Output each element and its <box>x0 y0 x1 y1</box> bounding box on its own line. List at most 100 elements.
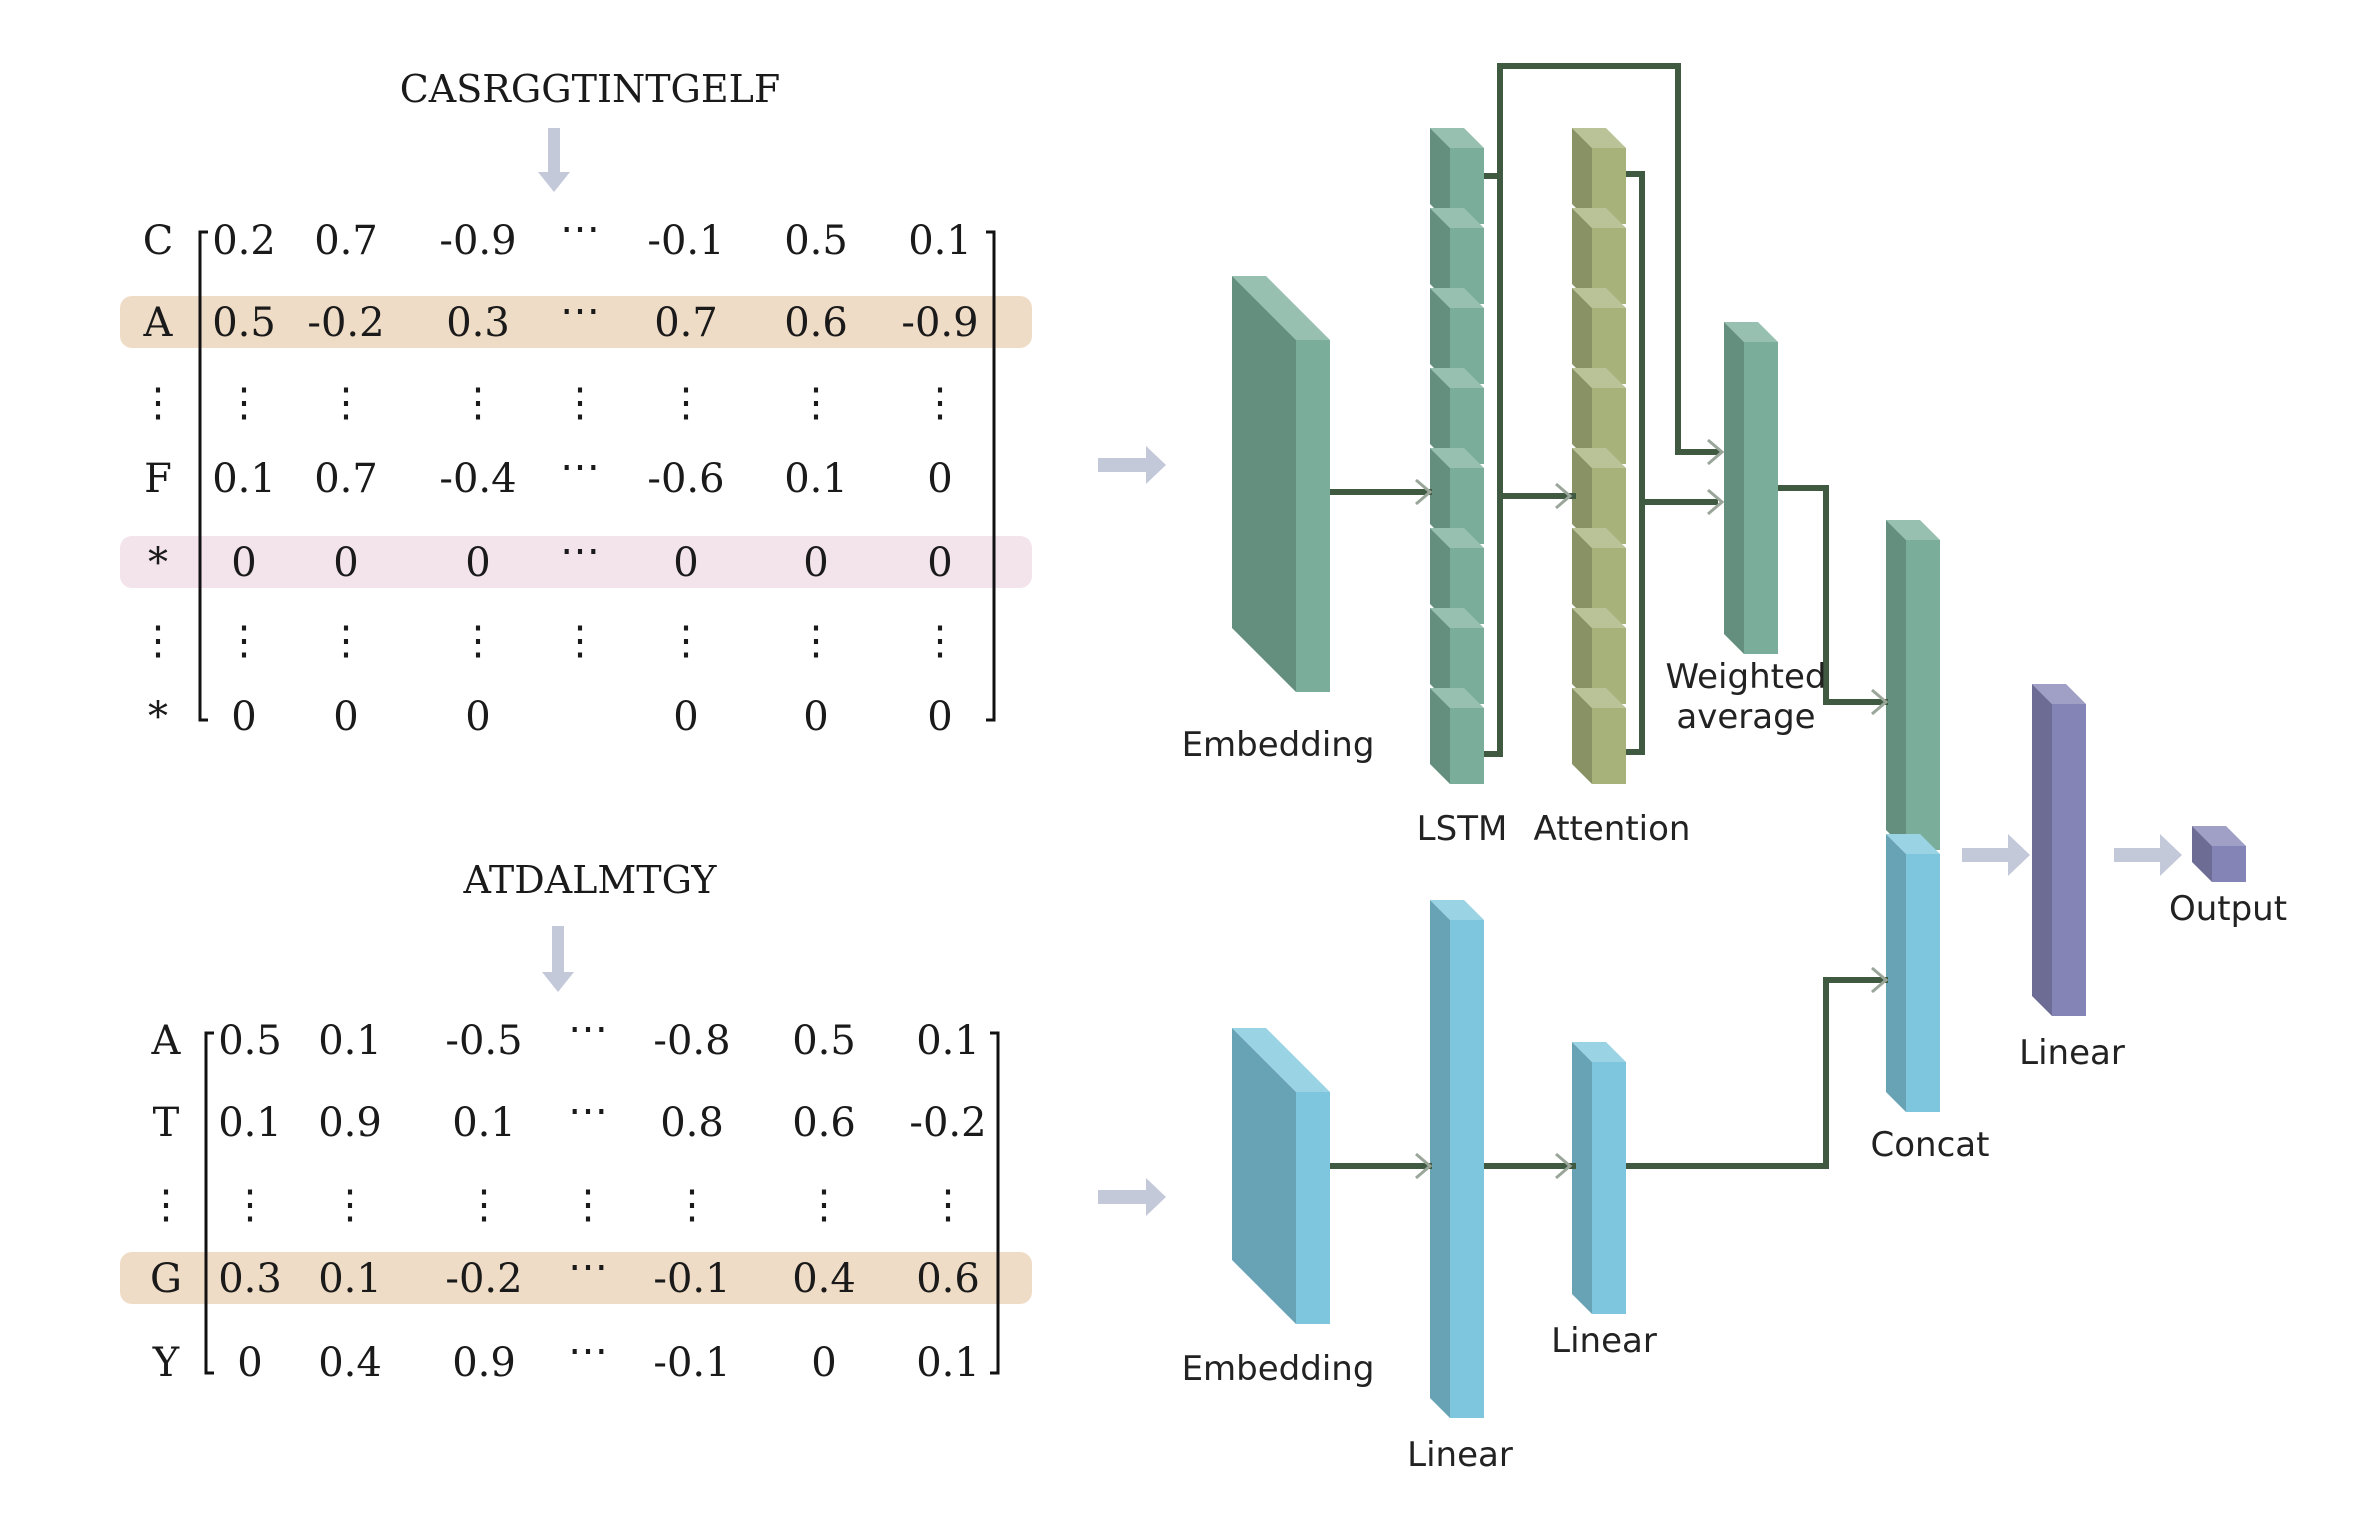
matrix-cell: 0 <box>333 540 358 586</box>
concat-block-top <box>1886 520 1940 850</box>
matrix-cell: 0.6 <box>792 1100 856 1146</box>
matrix-cell: 0.6 <box>916 1256 980 1302</box>
top-matrix-to-embedding-arrow <box>1098 446 1166 484</box>
matrix-cell: ⋯ <box>568 1244 608 1290</box>
row-label: T <box>153 1100 180 1146</box>
wire-bottom-linear-to-concat <box>1626 977 1888 1169</box>
matrix-cell: ⋮ <box>568 1182 608 1228</box>
matrix-cell: ⋮ <box>458 618 498 664</box>
matrix-cell: -0.4 <box>439 456 516 502</box>
matrix-cell: 0.9 <box>452 1340 516 1386</box>
matrix-cell: -0.1 <box>653 1256 730 1302</box>
matrix-cell: ⋮ <box>230 1182 270 1228</box>
row-highlight <box>120 536 1032 588</box>
matrix-cell: ⋮ <box>920 380 960 426</box>
matrix-cell: ⋮ <box>458 380 498 426</box>
matrix-cell: 0 <box>803 540 828 586</box>
row-label: Y <box>152 1340 180 1386</box>
matrix-cell: -0.1 <box>647 218 724 264</box>
bottom-sequence-matrix: ATDALMTGY A 0.5 0.1 -0.5 ⋯ -0.8 0.5 0.1 T 0.1 0.9 0… <box>120 858 1032 1386</box>
top-matrix-left-bracket <box>198 230 208 722</box>
matrix-cell: 0.3 <box>446 300 510 346</box>
row-label: ⋮ <box>146 1182 186 1228</box>
matrix-cell: -0.2 <box>307 300 384 346</box>
lstm-label: LSTM <box>1417 809 1508 849</box>
row-label: C <box>143 218 174 264</box>
matrix-cell: 0.1 <box>452 1100 516 1146</box>
matrix-cell: 0.1 <box>916 1018 980 1064</box>
matrix-cell: 0 <box>465 540 490 586</box>
weighted-average-label-line2: average <box>1676 697 1815 737</box>
matrix-cell: -0.9 <box>901 300 978 346</box>
top-embedding-label: Embedding <box>1182 725 1375 765</box>
matrix-cell: 0.3 <box>218 1256 282 1302</box>
connection-wires <box>1330 63 1888 1169</box>
bottom-matrix-left-bracket <box>204 1031 214 1375</box>
matrix-cell: ⋮ <box>928 1182 968 1228</box>
matrix-cell: 0.1 <box>318 1256 382 1302</box>
matrix-cell: ⋮ <box>796 618 836 664</box>
concat-to-linear-arrow <box>1962 834 2030 876</box>
matrix-cell: 0 <box>673 540 698 586</box>
matrix-cell: 0 <box>803 694 828 740</box>
final-linear-block <box>2032 684 2086 1016</box>
matrix-cell: 0.4 <box>792 1256 856 1302</box>
row-label: G <box>150 1256 182 1302</box>
row-label: * <box>148 694 168 740</box>
matrix-cell: ⋮ <box>330 1182 370 1228</box>
block-labels: Embedding LSTM Attention Weighted averag… <box>1182 657 2287 1475</box>
matrix-cell: 0.5 <box>792 1018 856 1064</box>
matrix-cell: -0.6 <box>647 456 724 502</box>
matrix-cell: 0.5 <box>218 1018 282 1064</box>
linear-to-output-arrow <box>2114 834 2182 876</box>
bottom-embedding-block <box>1232 1028 1330 1324</box>
top-matrix-right-bracket <box>986 230 996 722</box>
row-label: A <box>143 300 174 346</box>
concat-block-bottom <box>1886 834 1940 1112</box>
matrix-cell: ⋯ <box>560 206 600 252</box>
top-down-arrow <box>538 128 570 192</box>
bottom-down-arrow <box>542 926 574 992</box>
matrix-cell: 0.6 <box>784 300 848 346</box>
weighted-average-label-line1: Weighted <box>1666 657 1827 697</box>
matrix-cell: 0.5 <box>784 218 848 264</box>
matrix-cell: ⋮ <box>804 1182 844 1228</box>
matrix-cell: -0.2 <box>445 1256 522 1302</box>
matrix-cell: 0.1 <box>212 456 276 502</box>
bottom-linear1-label: Linear <box>1407 1435 1513 1475</box>
matrix-cell: ⋮ <box>672 1182 712 1228</box>
concat-label: Concat <box>1871 1125 1990 1165</box>
wire-attention-loop <box>1626 171 1645 755</box>
matrix-cell: 0.4 <box>318 1340 382 1386</box>
matrix-cell: ⋯ <box>560 444 600 490</box>
matrix-cell: 0.1 <box>218 1100 282 1146</box>
bottom-linear1-block <box>1430 900 1484 1418</box>
matrix-cell: 0.1 <box>916 1340 980 1386</box>
matrix-cell: 0 <box>237 1340 262 1386</box>
matrix-cell: -0.9 <box>439 218 516 264</box>
matrix-cell: 0.2 <box>212 218 276 264</box>
matrix-cell: 0 <box>927 540 952 586</box>
wire-top-bypass-to-weighted <box>1497 63 1720 455</box>
matrix-cell: ⋯ <box>560 288 600 334</box>
row-label: * <box>148 540 168 586</box>
matrix-cell: 0.5 <box>212 300 276 346</box>
matrix-cell: ⋮ <box>560 380 600 426</box>
wire-weighted-to-concat <box>1778 485 1888 705</box>
matrix-cell: 0.1 <box>908 218 972 264</box>
matrix-cell: 0.7 <box>314 456 378 502</box>
row-highlight <box>120 296 1032 348</box>
matrix-cell: 0 <box>811 1340 836 1386</box>
row-label: F <box>144 456 172 502</box>
matrix-cell: 0.1 <box>784 456 848 502</box>
matrix-cell: 0 <box>231 694 256 740</box>
top-sequence-matrix: CASRGGTINTGELF C 0.2 0.7 -0.9 ⋯ -0.1 0.5 0.1 A 0.… <box>120 67 1032 740</box>
matrix-cell: 0.8 <box>660 1100 724 1146</box>
row-label: ⋮ <box>138 380 178 426</box>
matrix-cell: ⋮ <box>920 618 960 664</box>
bottom-linear2-block <box>1572 1042 1626 1314</box>
row-highlight <box>120 1252 1032 1304</box>
junction-chevrons <box>1415 438 1889 1180</box>
matrix-cell: ⋮ <box>326 618 366 664</box>
